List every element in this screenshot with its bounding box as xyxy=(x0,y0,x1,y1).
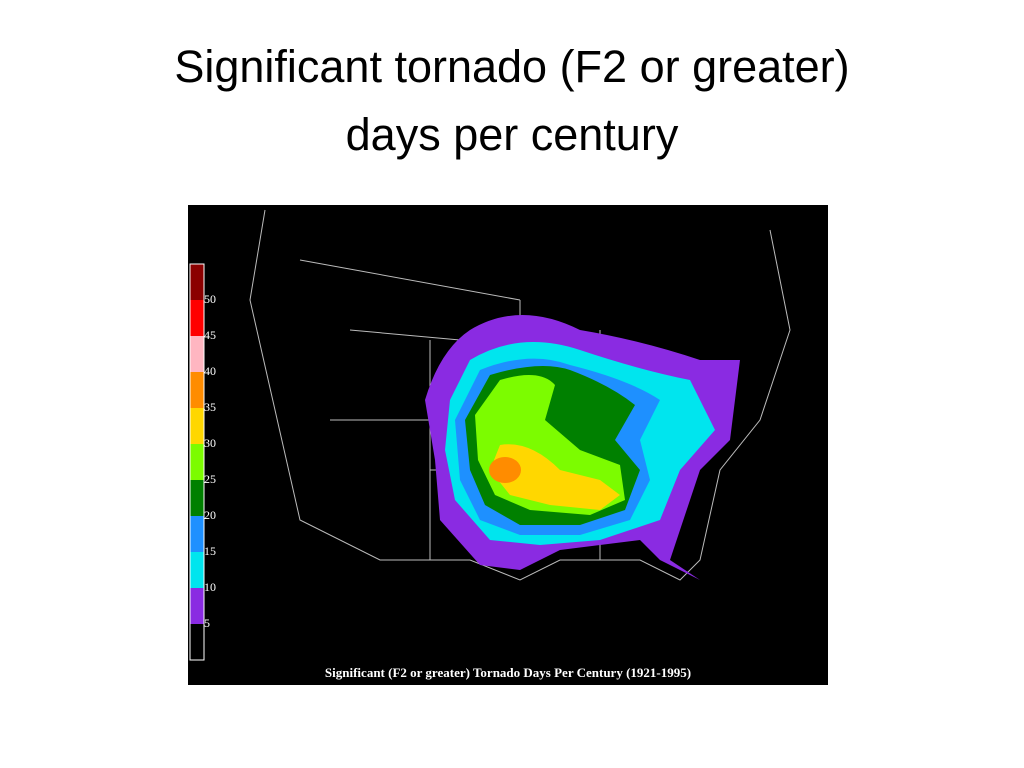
legend-label: 25 xyxy=(204,472,216,486)
legend-swatch xyxy=(190,624,204,660)
legend-label: 20 xyxy=(204,508,216,522)
legend-swatch xyxy=(190,264,204,300)
legend-label: 5 xyxy=(204,616,210,630)
legend-label: 30 xyxy=(204,436,216,450)
legend-swatch xyxy=(190,444,204,480)
legend-label: 40 xyxy=(204,364,216,378)
legend-label: 10 xyxy=(204,580,216,594)
legend-swatch xyxy=(190,336,204,372)
contours xyxy=(425,315,740,580)
legend-swatch xyxy=(190,408,204,444)
legend-swatch xyxy=(190,480,204,516)
color-legend: 5 10 15 20 25 30 35 40 45 50 xyxy=(189,263,216,661)
legend-swatch xyxy=(190,516,204,552)
legend-swatch xyxy=(190,300,204,336)
legend-label: 45 xyxy=(204,328,216,342)
slide-title: Significant tornado (F2 or greater) xyxy=(174,41,850,92)
legend-label: 15 xyxy=(204,544,216,558)
map-caption: Significant (F2 or greater) Tornado Days… xyxy=(325,665,691,680)
legend-label: 50 xyxy=(204,292,216,306)
legend-frame xyxy=(189,263,205,661)
legend-label: 35 xyxy=(204,400,216,414)
slide-title: days per century xyxy=(345,109,679,160)
legend-swatch xyxy=(190,552,204,588)
legend-swatch xyxy=(190,588,204,624)
legend-swatch xyxy=(190,372,204,408)
